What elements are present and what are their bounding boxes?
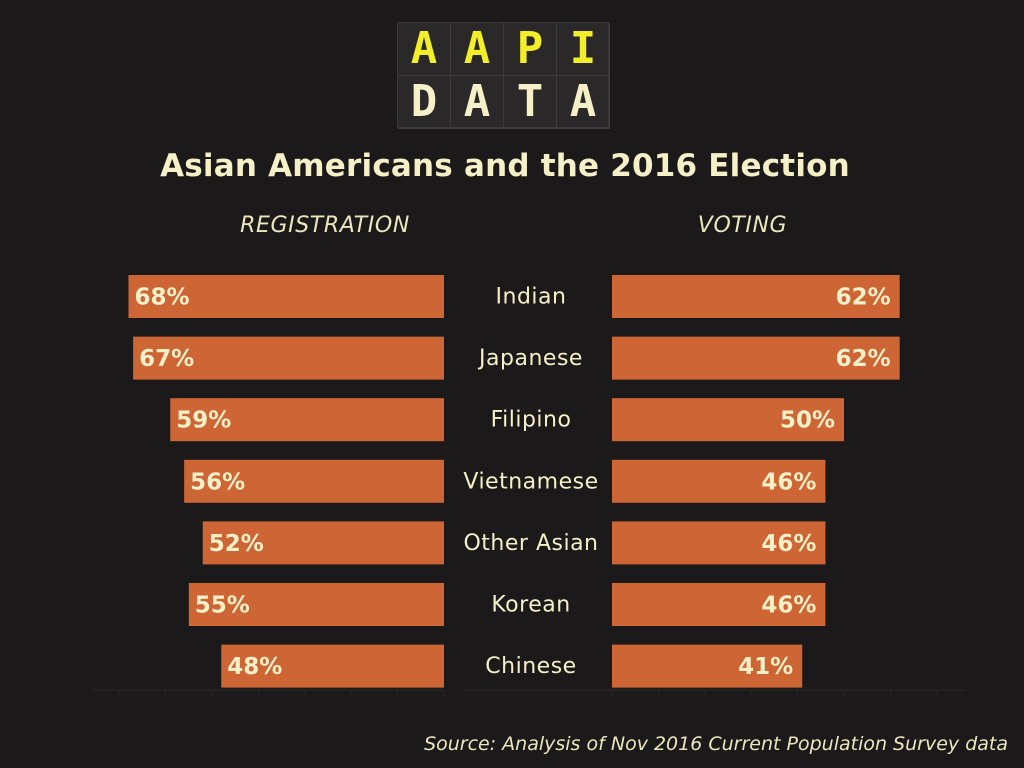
voting-bar bbox=[612, 521, 826, 565]
logo-letter: I bbox=[557, 23, 610, 76]
category-label: Other Asian bbox=[463, 531, 598, 556]
logo-letter: A bbox=[451, 23, 504, 76]
chart-title: Asian Americans and the 2016 Election bbox=[160, 148, 850, 184]
logo-letter: A bbox=[557, 76, 610, 129]
logo-letter: A bbox=[398, 23, 451, 76]
registration-value-label: 67% bbox=[139, 346, 194, 372]
registration-value-label: 68% bbox=[134, 285, 189, 311]
voting-bar bbox=[612, 459, 826, 503]
category-label: Chinese bbox=[485, 654, 576, 679]
registration-value-label: 52% bbox=[209, 531, 264, 557]
voting-bar bbox=[612, 275, 900, 318]
category-label: Vietnamese bbox=[463, 469, 598, 494]
registration-value-label: 55% bbox=[195, 593, 250, 619]
registration-bar bbox=[188, 583, 444, 626]
category-label: Indian bbox=[496, 285, 567, 310]
logo-letter: A bbox=[451, 76, 504, 129]
registration-bar bbox=[128, 275, 445, 318]
voting-bar bbox=[612, 644, 803, 688]
registration-value-label: 56% bbox=[190, 469, 245, 495]
registration-bar bbox=[221, 644, 444, 688]
registration-value-label: 48% bbox=[227, 654, 282, 680]
voting-bar bbox=[612, 583, 826, 626]
logo-letter: D bbox=[398, 76, 451, 129]
registration-value-label: 59% bbox=[176, 408, 231, 434]
voting-bar bbox=[612, 336, 900, 380]
registration-bar bbox=[184, 459, 444, 503]
voting-value-label: 41% bbox=[738, 654, 793, 680]
voting-value-label: 62% bbox=[836, 285, 891, 311]
voting-value-label: 50% bbox=[780, 408, 835, 434]
aapi-data-logo: A A P I D A T A bbox=[397, 22, 610, 129]
logo-letter: P bbox=[504, 23, 557, 76]
category-label: Korean bbox=[491, 593, 570, 618]
voting-value-label: 46% bbox=[761, 469, 816, 495]
registration-bar bbox=[202, 521, 444, 565]
voting-panel-title: VOTING bbox=[697, 213, 788, 238]
source-note: Source: Analysis of Nov 2016 Current Pop… bbox=[424, 733, 1008, 755]
category-label: Japanese bbox=[477, 346, 583, 371]
voting-value-label: 62% bbox=[836, 346, 891, 372]
voting-value-label: 46% bbox=[761, 593, 816, 619]
category-label: Filipino bbox=[491, 408, 572, 433]
logo-letter: T bbox=[504, 76, 557, 129]
voting-bar bbox=[612, 398, 844, 442]
voting-value-label: 46% bbox=[761, 531, 816, 557]
registration-panel-title: REGISTRATION bbox=[240, 213, 410, 238]
registration-bar bbox=[170, 398, 445, 442]
registration-bar bbox=[133, 336, 444, 380]
